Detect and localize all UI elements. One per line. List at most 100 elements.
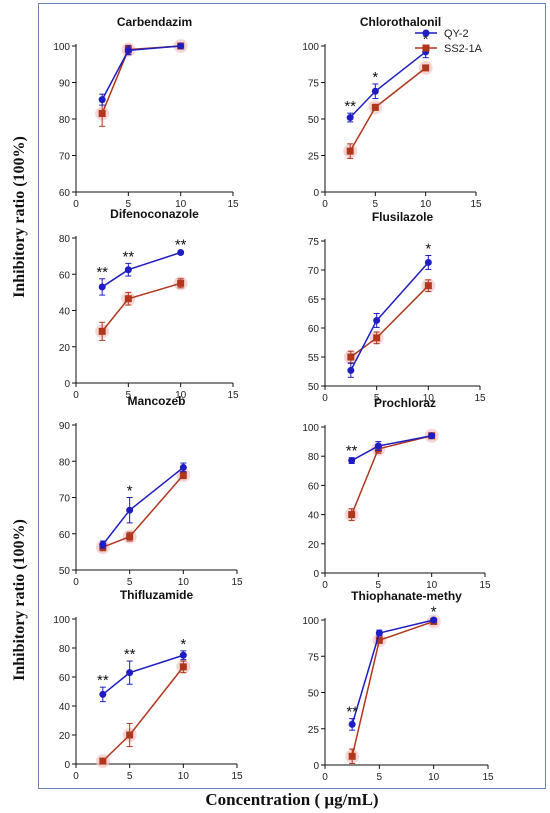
series-ss21a <box>95 39 188 127</box>
y-tick-label: 90 <box>59 421 71 432</box>
series-line <box>101 45 181 114</box>
x-tick-label: 0 <box>73 771 79 782</box>
data-point <box>179 471 187 479</box>
y-tick-label: 90 <box>59 79 71 90</box>
chart-title: Mancozeb <box>127 394 185 408</box>
significance-label: ** <box>175 237 187 254</box>
data-point <box>348 457 356 465</box>
data-point <box>126 533 134 541</box>
series-line <box>101 251 181 288</box>
data-point <box>375 629 383 637</box>
y-tick-label: 25 <box>308 152 320 163</box>
chart-title: Thiophanate-methy <box>351 589 462 603</box>
series-ss21a <box>343 278 436 364</box>
data-point <box>348 720 356 728</box>
y-tick-label: 50 <box>308 115 320 126</box>
significance-label: * <box>180 636 186 653</box>
y-tick-label: 0 <box>64 379 70 390</box>
data-point <box>424 258 432 266</box>
chart-panel-5: Mancozeb 50 60 70 80 90 0 5 10 15 * <box>59 394 243 588</box>
data-point <box>98 283 106 291</box>
y-tick-label: 100 <box>302 42 319 53</box>
data-point <box>371 103 379 111</box>
series-line <box>102 666 184 762</box>
y-tick-label: 100 <box>53 42 70 53</box>
data-point <box>348 752 356 760</box>
legend-item-ss21a: SS2-1A <box>415 43 483 55</box>
x-tick-label: 5 <box>126 390 132 401</box>
data-point <box>99 757 107 765</box>
y-tick-label: 100 <box>302 616 319 627</box>
x-tick-label: 5 <box>127 771 133 782</box>
x-tick-label: 0 <box>73 199 79 210</box>
data-point <box>98 327 106 335</box>
data-point <box>177 42 185 50</box>
y-tick-label: 40 <box>59 307 71 318</box>
data-point <box>373 316 381 324</box>
y-tick-label: 100 <box>53 615 70 626</box>
y-tick-label: 0 <box>313 569 319 580</box>
x-tick-label: 0 <box>73 577 79 588</box>
series-line <box>102 654 184 695</box>
figure-frame <box>38 3 546 789</box>
significance-label: ** <box>124 646 136 663</box>
legend-label-ss21a: SS2-1A <box>444 43 483 55</box>
significance-label: * <box>372 69 378 86</box>
data-point <box>348 511 356 519</box>
y-tick-label: 0 <box>313 188 319 199</box>
series-qy2 <box>99 650 187 703</box>
series-ss21a <box>95 276 188 341</box>
x-tick-label: 15 <box>482 772 494 783</box>
y-tick-label: 40 <box>59 702 71 713</box>
x-tick-label: 5 <box>374 393 380 404</box>
significance-label: ** <box>346 443 358 460</box>
chart-panel-4: Flusilazole 50 55 60 65 70 75 0 5 10 15 * <box>308 210 486 404</box>
legend-marker-ss21a <box>422 44 430 52</box>
data-point <box>424 282 432 290</box>
significance-label: * <box>431 604 437 621</box>
x-tick-label: 5 <box>377 772 383 783</box>
x-tick-label: 0 <box>322 580 328 591</box>
legend-marker-qy2 <box>422 29 430 37</box>
data-point <box>98 110 106 118</box>
x-tick-label: 15 <box>479 580 491 591</box>
data-point <box>430 616 438 624</box>
significance-label: ** <box>97 672 109 689</box>
y-tick-label: 80 <box>308 452 320 463</box>
data-point <box>124 266 132 274</box>
data-point <box>98 96 106 104</box>
series-qy2 <box>347 255 432 378</box>
y-tick-label: 70 <box>308 266 320 277</box>
series-ss21a <box>95 659 191 769</box>
x-tick-label: 0 <box>322 772 328 783</box>
series-qy2 <box>99 462 187 549</box>
x-tick-label: 10 <box>175 390 187 401</box>
legend-label-qy2: QY-2 <box>444 28 469 40</box>
y-tick-label: 100 <box>302 423 319 434</box>
x-tick-label: 10 <box>178 771 190 782</box>
x-tick-label: 5 <box>373 199 379 210</box>
y-tick-label: 65 <box>308 295 320 306</box>
y-tick-label: 60 <box>59 673 71 684</box>
chart-title: Chlorothalonil <box>360 15 441 29</box>
series-line <box>102 474 184 548</box>
chart-panel-1: Carbendazim 60 70 80 90 100 0 5 10 15 <box>53 15 239 210</box>
legend: QY-2 SS2-1A <box>415 28 483 55</box>
chart-title: Difenoconazole <box>110 207 199 221</box>
series-line <box>351 620 434 757</box>
data-point <box>373 334 381 342</box>
data-point <box>126 669 134 677</box>
data-point <box>428 432 436 440</box>
data-point <box>124 46 132 54</box>
x-tick-label: 0 <box>322 393 328 404</box>
significance-label: ** <box>122 248 134 265</box>
chart-panel-3: Difenoconazole 0 20 40 60 80 0 5 10 15 ** ** ** <box>59 207 239 401</box>
x-tick-label: 5 <box>127 577 133 588</box>
series-line <box>349 51 427 119</box>
y-tick-label: 80 <box>59 115 71 126</box>
series-line <box>101 282 181 332</box>
y-tick-label: 75 <box>308 79 320 90</box>
